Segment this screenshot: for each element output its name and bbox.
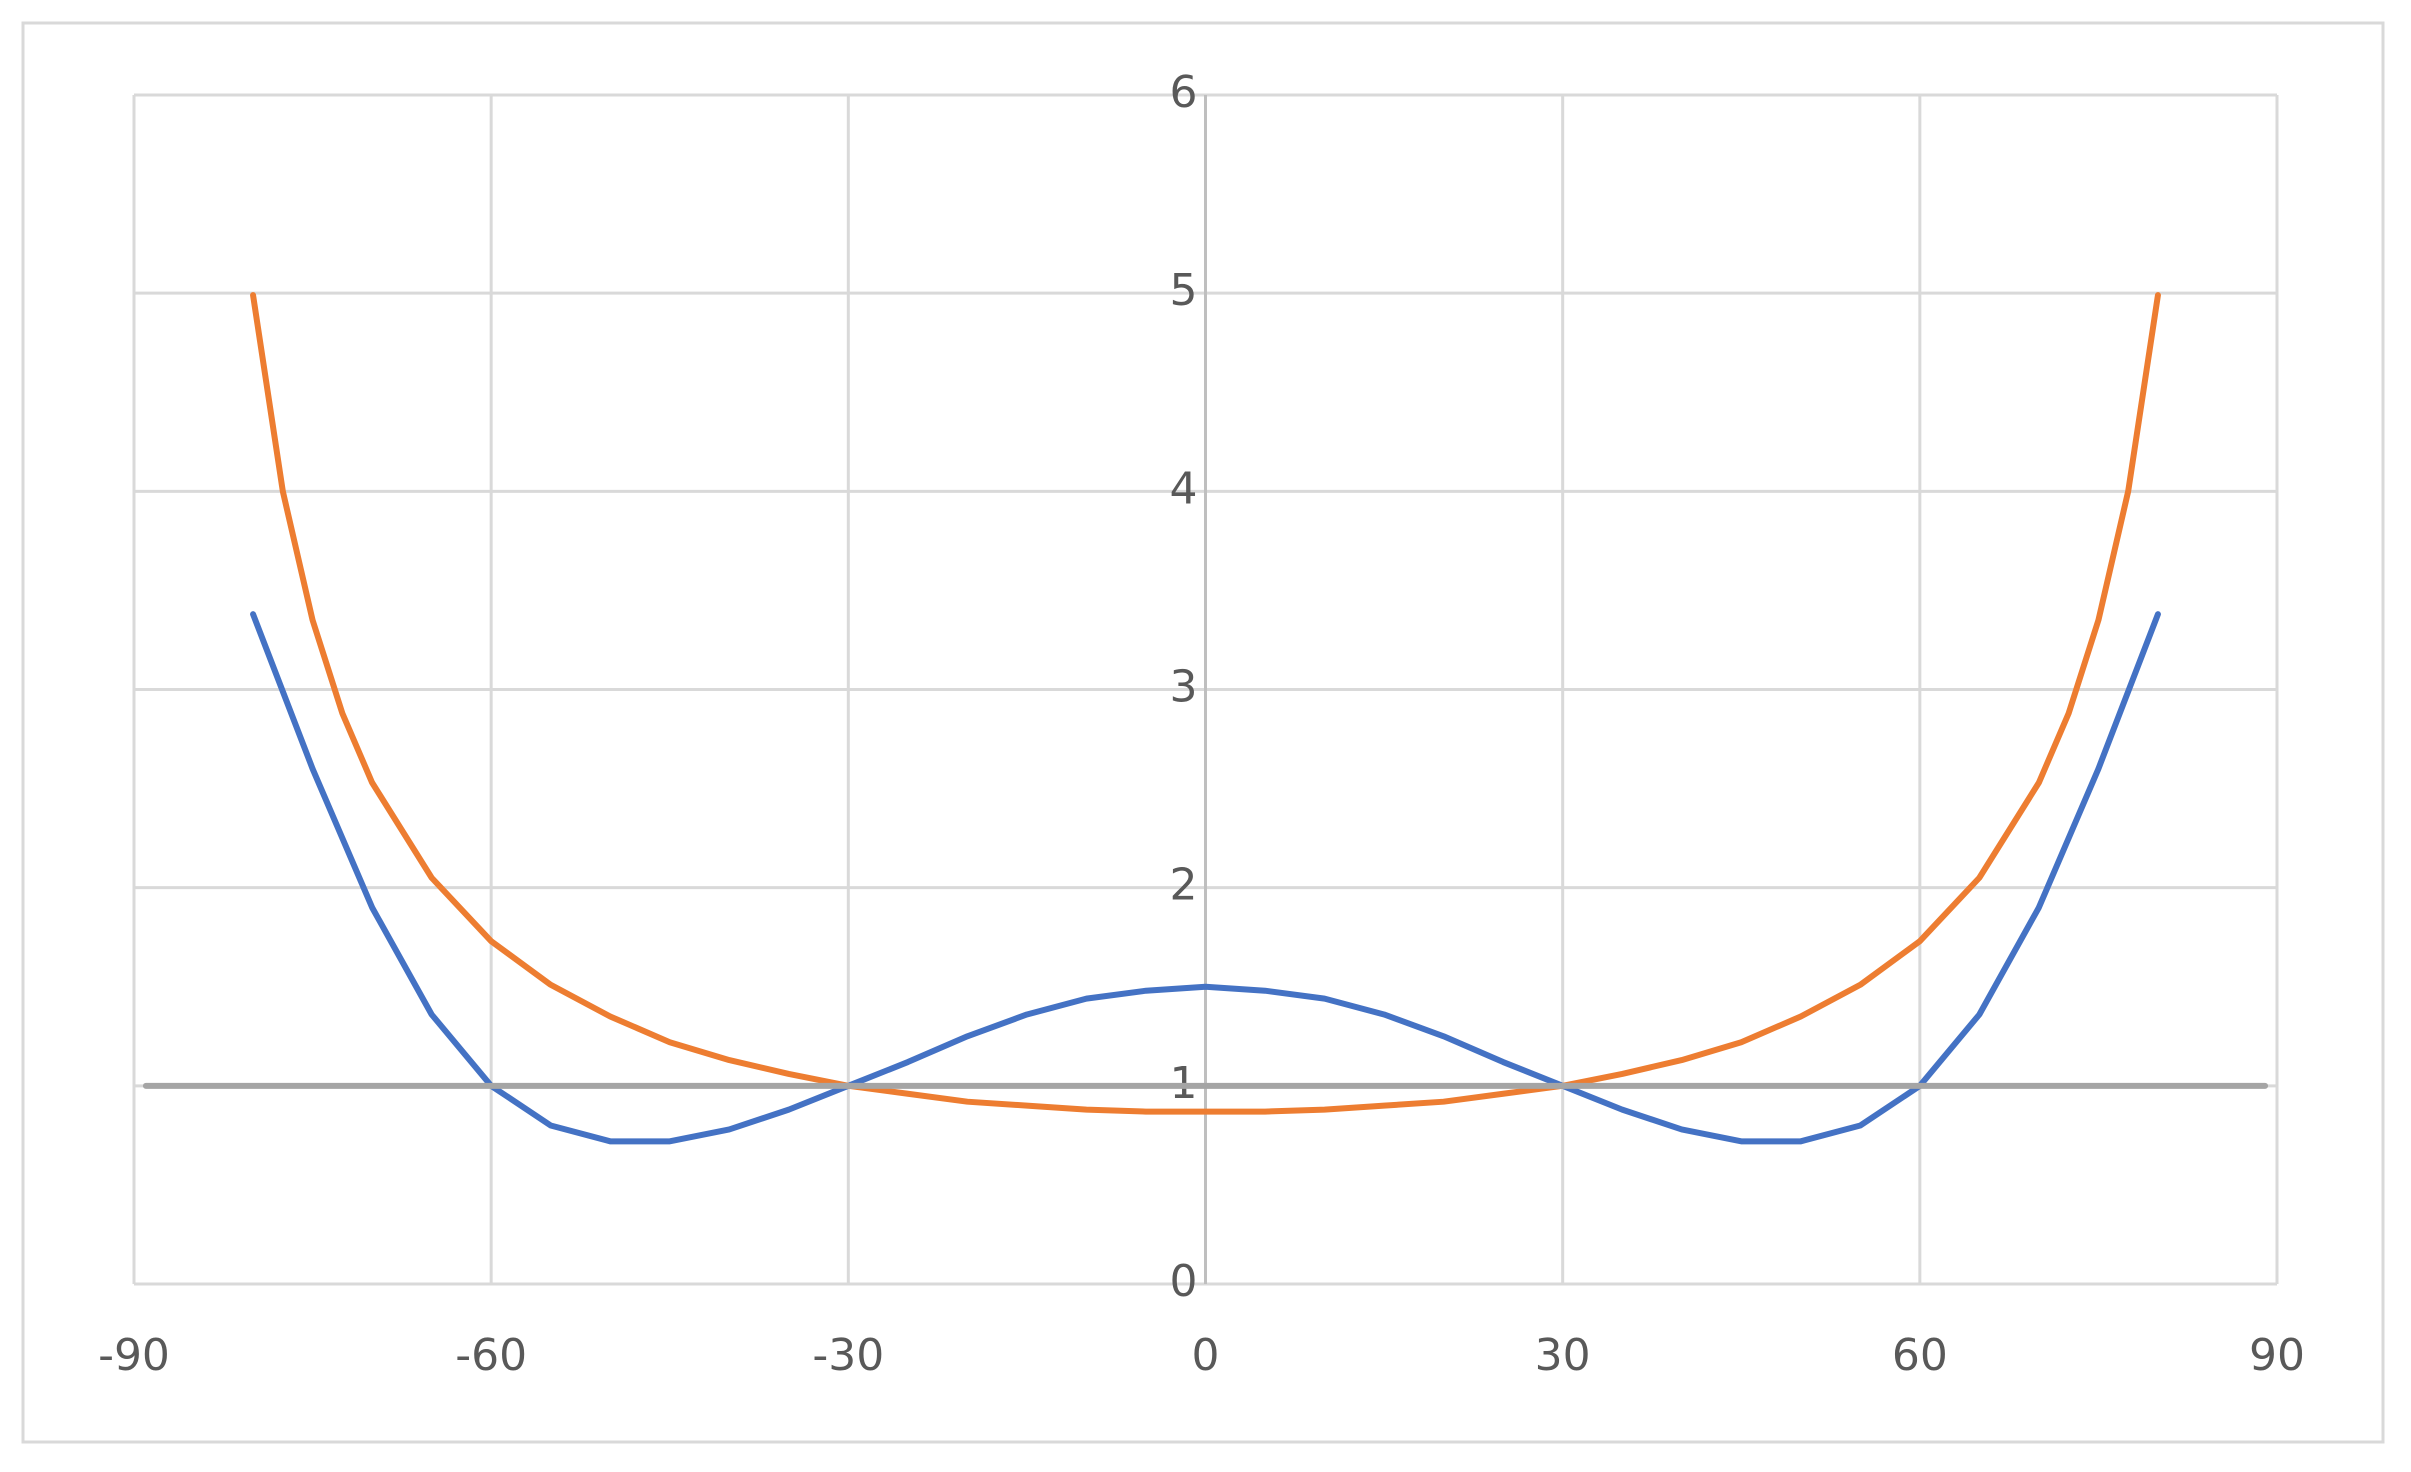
y-tick-label: 2 <box>1170 860 1198 911</box>
x-tick-label: -90 <box>98 1330 170 1381</box>
x-tick-label: -60 <box>455 1330 527 1381</box>
y-tick-label: 4 <box>1170 463 1198 514</box>
x-tick-label: 60 <box>1892 1330 1948 1381</box>
y-tick-label: 6 <box>1170 67 1198 118</box>
x-tick-label: -30 <box>812 1330 884 1381</box>
x-tick-label: 90 <box>2249 1330 2305 1381</box>
y-tick-label: 5 <box>1170 265 1198 316</box>
x-tick-label: 30 <box>1535 1330 1591 1381</box>
chart-border <box>21 21 2385 1444</box>
line-series <box>250 292 2161 1115</box>
line-series <box>250 611 2161 1145</box>
y-tick-label: 0 <box>1170 1256 1198 1307</box>
x-tick-label: 0 <box>1192 1330 1220 1381</box>
y-tick-label: 3 <box>1170 662 1198 713</box>
